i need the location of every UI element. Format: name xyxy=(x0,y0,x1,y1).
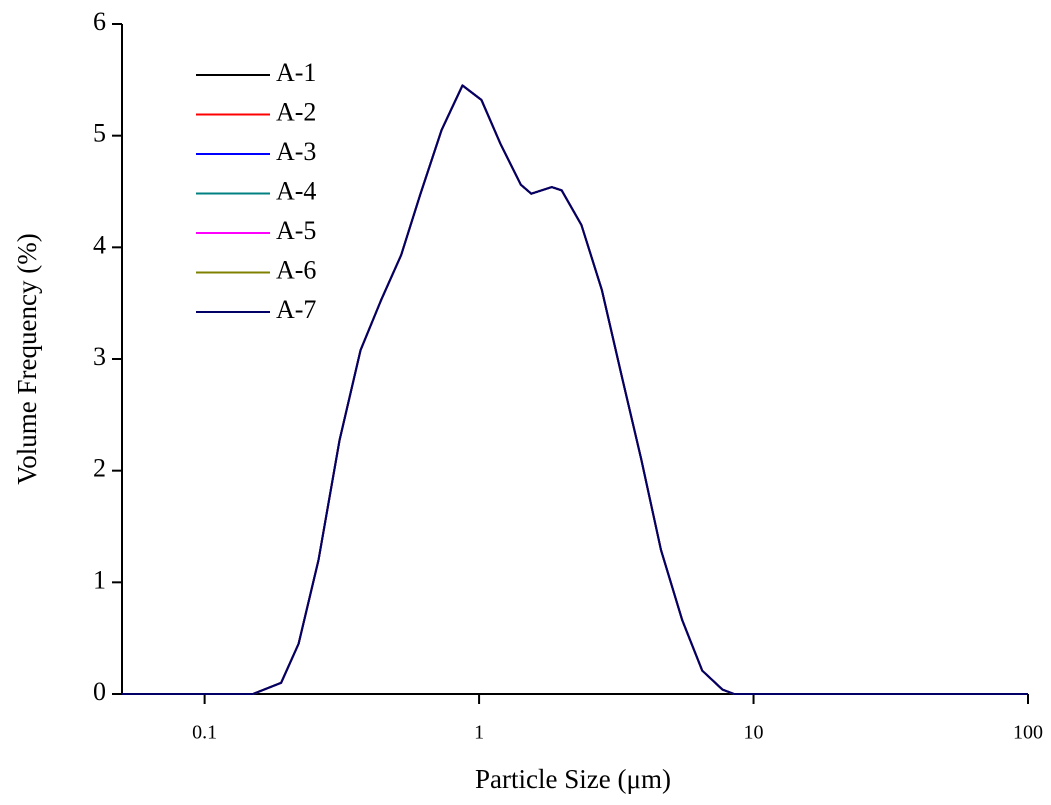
legend-label: A-3 xyxy=(276,137,316,166)
x-tick-label: 100 xyxy=(1013,722,1043,744)
series-line xyxy=(122,84,1028,695)
legend-label: A-1 xyxy=(276,58,316,87)
y-tick-label: 4 xyxy=(93,230,106,259)
series-line xyxy=(122,84,1028,695)
legend-label: A-5 xyxy=(276,216,316,245)
y-tick-label: 3 xyxy=(93,342,106,371)
y-tick-label: 5 xyxy=(93,119,106,148)
series-line xyxy=(122,84,1028,695)
y-axis-label: Volume Frequency (%) xyxy=(12,233,42,484)
x-tick-label: 10 xyxy=(744,722,764,744)
series-line xyxy=(122,84,1028,695)
y-tick-label: 1 xyxy=(93,565,106,594)
x-axis-label: Particle Size (μm) xyxy=(475,764,671,794)
y-tick-label: 6 xyxy=(93,7,106,36)
y-tick-label: 2 xyxy=(93,454,106,483)
x-tick-label: 1 xyxy=(474,722,484,744)
series-line xyxy=(122,84,1028,695)
y-tick-label: 0 xyxy=(93,677,106,706)
x-tick-label: 0.1 xyxy=(192,722,217,744)
series-line xyxy=(122,84,1028,695)
legend-label: A-7 xyxy=(276,295,316,324)
legend-label: A-4 xyxy=(276,176,316,205)
series-line xyxy=(122,84,1028,695)
legend-label: A-6 xyxy=(276,255,316,284)
legend-label: A-2 xyxy=(276,97,316,126)
